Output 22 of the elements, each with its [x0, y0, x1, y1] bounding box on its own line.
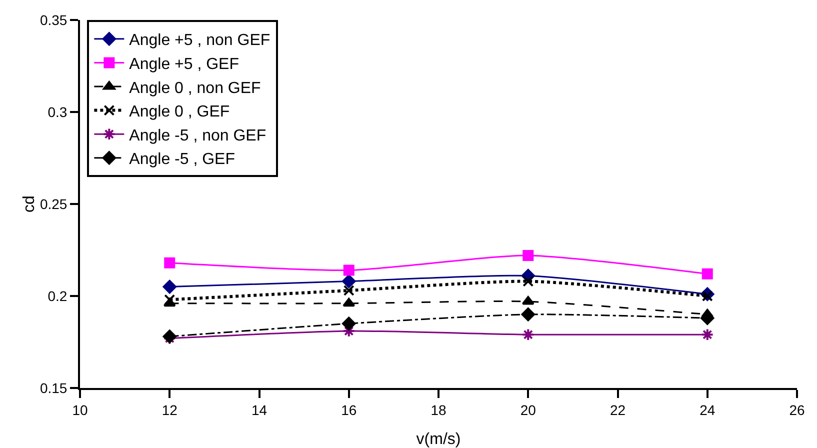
x-tick-label: 14: [251, 402, 268, 418]
y-axis-title: cd: [20, 196, 38, 212]
x-axis-title: v(m/s): [416, 431, 461, 448]
x-tick-label: 16: [341, 402, 357, 418]
legend-label: Angle +5 , non GEF: [129, 32, 270, 50]
y-tick-label: 0.35: [40, 12, 68, 28]
x-tick-label: 10: [72, 402, 88, 418]
x-tick-label: 12: [162, 402, 178, 418]
x-tick-label: 24: [700, 402, 716, 418]
x-tick-label: 18: [430, 402, 446, 418]
y-tick-label: 0.2: [48, 288, 68, 304]
y-tick-label: 0.25: [40, 196, 68, 212]
y-tick-label: 0.3: [48, 104, 68, 120]
legend-label: Angle +5 , GEF: [129, 56, 240, 73]
x-tick-label: 26: [789, 402, 805, 418]
x-tick-label: 20: [520, 402, 536, 418]
legend-label: Angle -5 , GEF: [129, 151, 236, 168]
legend-label: Angle -5 , non GEF: [129, 127, 266, 144]
x-tick-label: 22: [610, 402, 626, 418]
legend-label: Angle 0 , GEF: [129, 104, 230, 121]
legend-label: Angle 0 , non GEF: [129, 80, 262, 97]
y-tick-label: 0.15: [40, 380, 68, 396]
